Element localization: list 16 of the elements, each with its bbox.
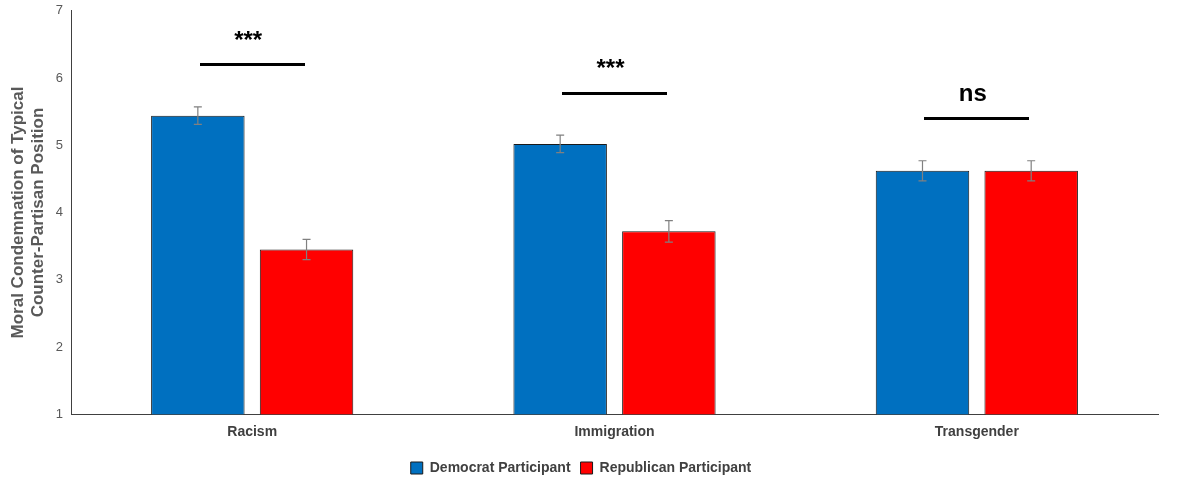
y-tick-label: 3 [55, 271, 64, 287]
y-tick-label: 6 [55, 69, 64, 85]
y-tick-label: 2 [55, 338, 64, 354]
x-tick-label: Racism [227, 423, 278, 440]
y-tick-label: 4 [55, 204, 64, 220]
x-tick-label: Transgender [934, 423, 1020, 440]
legend-label: Democrat Participant [429, 458, 571, 475]
y-axis-title: Moral Condemnation of Typical Counter-Partisan Position [7, 86, 48, 339]
annotation: *** [234, 25, 263, 53]
annotation: *** [596, 53, 626, 81]
annotation: ns [958, 79, 987, 107]
y-tick-label: 5 [55, 136, 64, 152]
y-tick-label: 7 [55, 2, 64, 18]
y-tick-label: 1 [55, 405, 64, 421]
legend-label: Republican Participant [599, 458, 752, 475]
x-tick-label: Immigration [574, 423, 655, 440]
